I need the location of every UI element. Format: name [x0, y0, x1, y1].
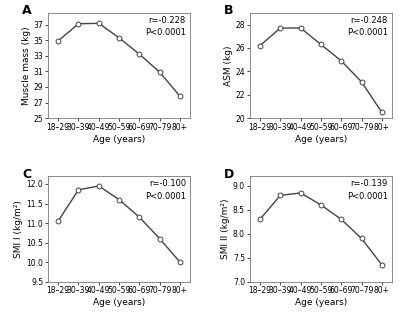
Y-axis label: ASM (kg): ASM (kg) — [224, 45, 232, 86]
Text: r=-0.100
P<0.0001: r=-0.100 P<0.0001 — [145, 179, 186, 201]
Text: r=-0.139
P<0.0001: r=-0.139 P<0.0001 — [347, 179, 388, 201]
Text: D: D — [224, 168, 234, 181]
Y-axis label: SMI I (kg/m²): SMI I (kg/m²) — [14, 200, 24, 258]
Text: r=-0.248
P<0.0001: r=-0.248 P<0.0001 — [347, 16, 388, 37]
Text: B: B — [224, 4, 234, 17]
Text: A: A — [22, 4, 32, 17]
Text: r=-0.228
P<0.0001: r=-0.228 P<0.0001 — [145, 16, 186, 37]
X-axis label: Age (years): Age (years) — [295, 298, 347, 307]
Text: C: C — [22, 168, 32, 181]
Y-axis label: Muscle mass (kg): Muscle mass (kg) — [22, 26, 31, 105]
X-axis label: Age (years): Age (years) — [295, 135, 347, 144]
X-axis label: Age (years): Age (years) — [93, 135, 145, 144]
X-axis label: Age (years): Age (years) — [93, 298, 145, 307]
Y-axis label: SMI II (kg/m²): SMI II (kg/m²) — [221, 199, 230, 259]
